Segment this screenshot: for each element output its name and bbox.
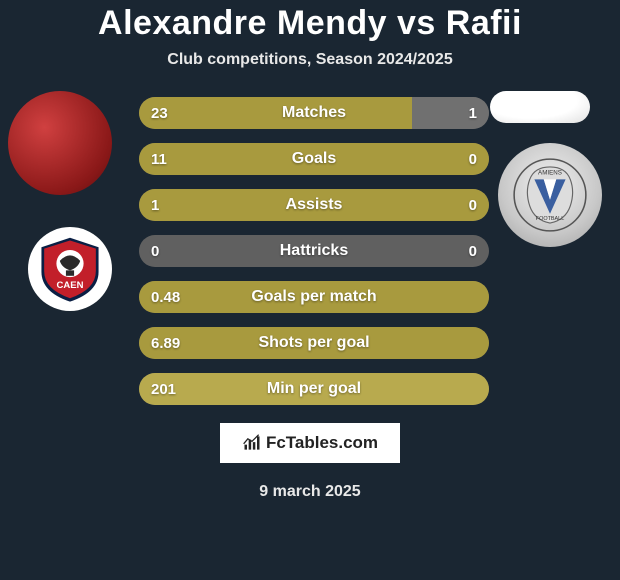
player-right-avatar: [490, 91, 590, 123]
stat-row: Assists10: [139, 189, 489, 221]
stat-bar: [139, 327, 489, 359]
stat-bar: [139, 281, 489, 313]
svg-text:AMIENS: AMIENS: [538, 170, 562, 177]
player-left-avatar: [8, 91, 112, 195]
svg-text:CAEN: CAEN: [57, 280, 84, 291]
player-right-club-badge: AMIENS FOOTBALL: [498, 143, 602, 247]
footer-brand-text: FcTables.com: [266, 433, 378, 453]
stat-bar-left-segment: [139, 143, 489, 175]
stat-bar: [139, 373, 489, 405]
stat-bar-left-segment: [139, 97, 412, 129]
stat-row: Goals110: [139, 143, 489, 175]
stat-rows: Matches231 Goals110 Assists10 Hattricks00 Go…: [139, 97, 489, 405]
stat-row: Hattricks00: [139, 235, 489, 267]
player-left-club-badge: CAEN: [28, 227, 112, 311]
stat-bar: [139, 97, 489, 129]
stat-row: Goals per match0.48: [139, 281, 489, 313]
stat-bar-left-segment: [139, 189, 489, 221]
comparison-content: CAEN AMIENS FOOTBALL Matches231 Goals110 A…: [0, 97, 620, 405]
stat-bar: [139, 143, 489, 175]
stat-bar: [139, 235, 489, 267]
stat-row: Min per goal201: [139, 373, 489, 405]
stat-bar-left-segment: [139, 373, 489, 405]
stat-row: Shots per goal6.89: [139, 327, 489, 359]
amiens-crest-icon: AMIENS FOOTBALL: [511, 156, 589, 234]
caen-crest-icon: CAEN: [36, 235, 104, 303]
footer-brand: FcTables.com: [220, 423, 400, 463]
page-title: Alexandre Mendy vs Rafii: [0, 0, 620, 43]
stat-bar-right-segment: [412, 97, 489, 129]
stat-bar-left-segment: [139, 327, 489, 359]
chart-icon: [242, 433, 262, 453]
svg-text:FOOTBALL: FOOTBALL: [536, 216, 565, 222]
footer-date: 9 march 2025: [0, 483, 620, 501]
page-subtitle: Club competitions, Season 2024/2025: [0, 51, 620, 69]
stat-bar: [139, 189, 489, 221]
stat-row: Matches231: [139, 97, 489, 129]
stat-bar-left-segment: [139, 281, 489, 313]
